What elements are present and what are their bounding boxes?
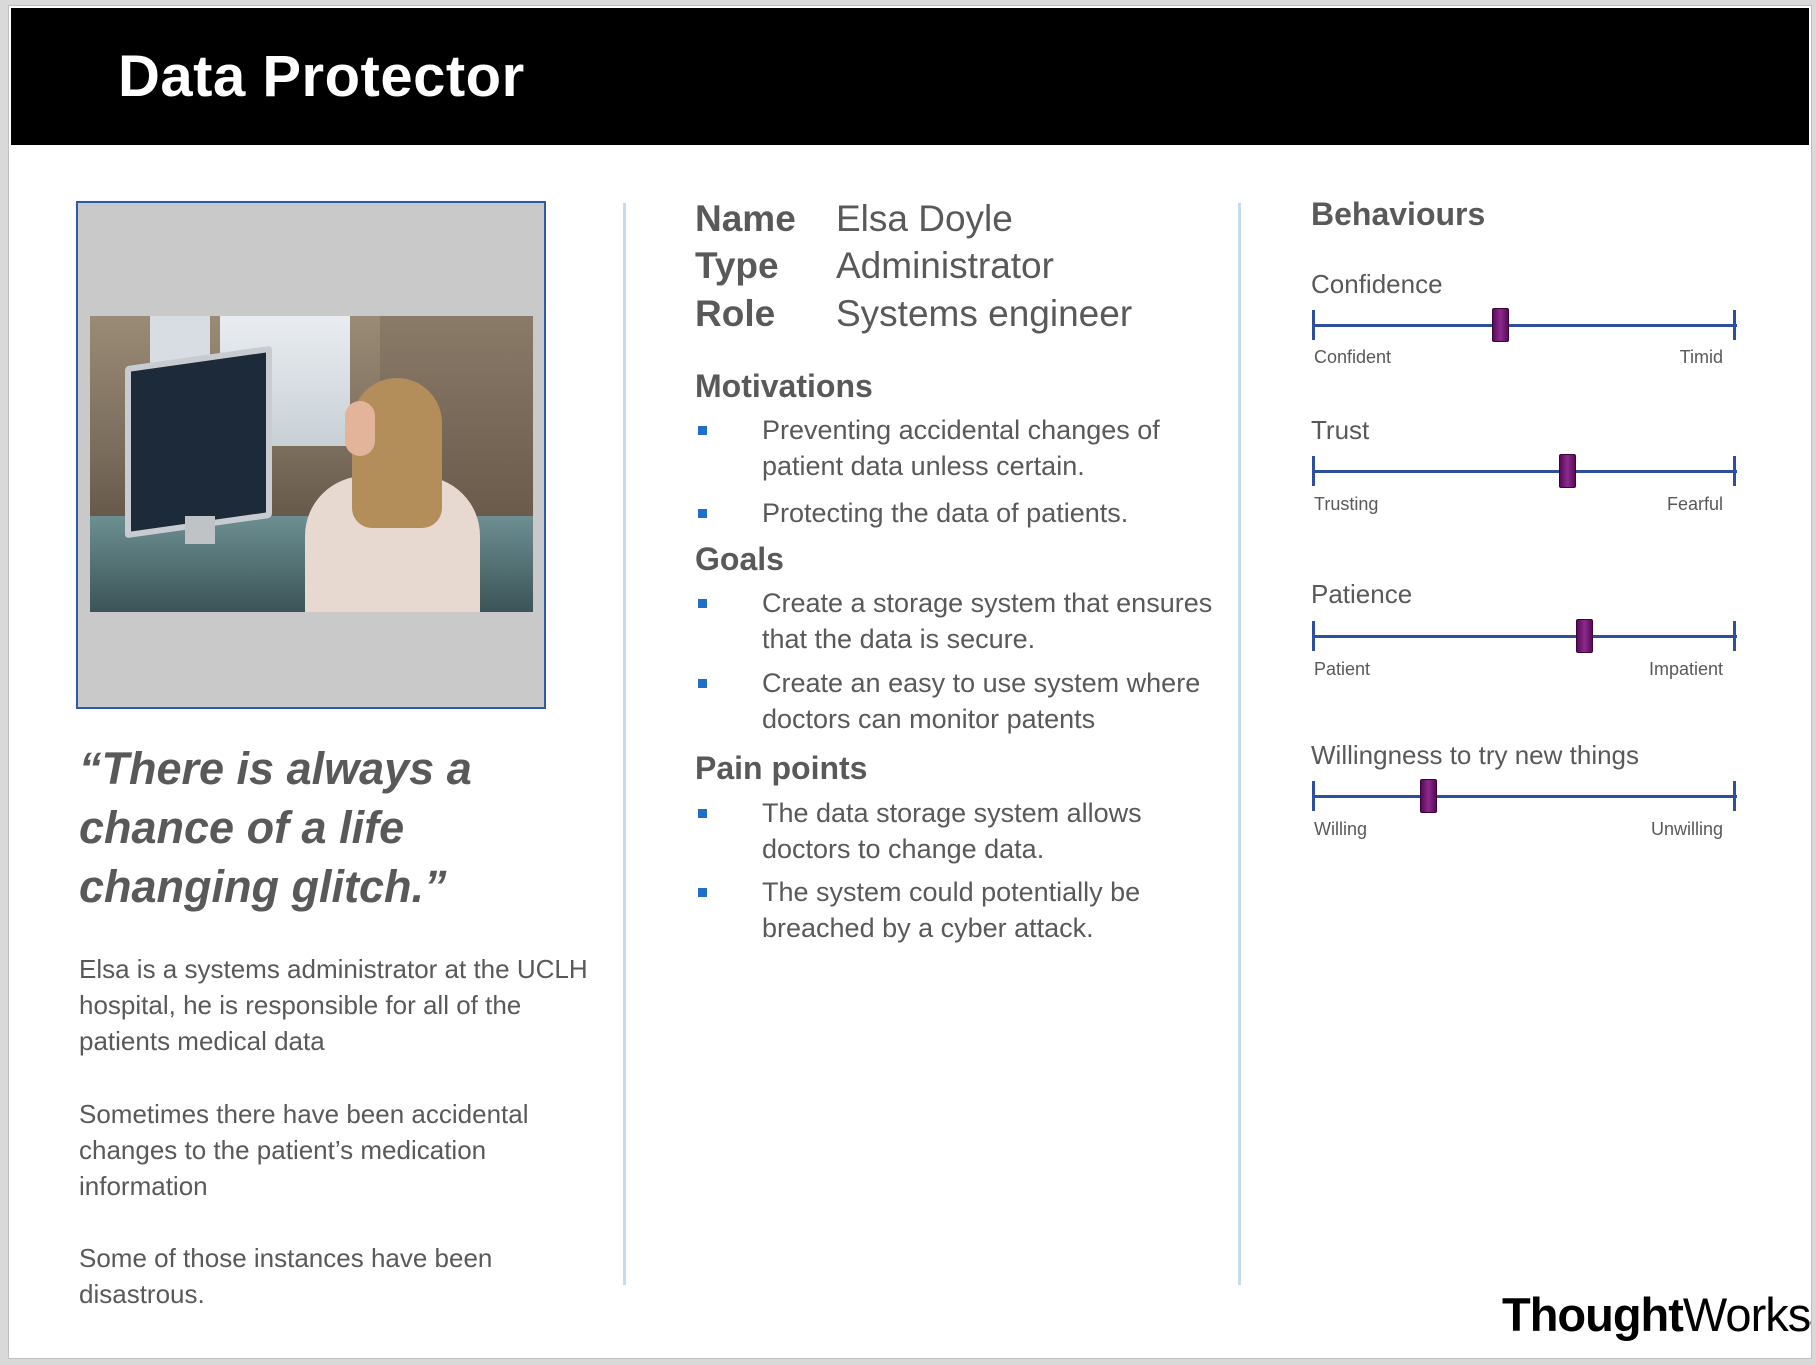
slider-right-label: Impatient [1648,659,1723,679]
name-label: Name [695,198,796,239]
bio-paragraph: Elsa is a systems administrator at the U… [79,954,588,1056]
slider-right-label: Fearful [1666,494,1723,514]
pain-points-title: Pain points [695,750,868,786]
slider-left-label: Willing [1314,819,1368,839]
thoughtworks-logo: ThoughtWorks® [1502,1287,1811,1351]
slider-right-label: Unwilling [1650,819,1723,839]
bullet-square-icon [698,888,707,897]
slider-tick-end [1733,621,1736,651]
behaviours-title: Behaviours [1311,196,1486,232]
persona-slide: Data Protector “There is always a chance… [8,5,1812,1359]
slider-tick-start [1312,310,1315,340]
bio-paragraph: Some of those instances have been disast… [79,1243,493,1309]
persona-photo [90,316,533,612]
bullet-square-icon [698,809,707,818]
slider-tick-end [1733,456,1736,486]
slider-thumb-trust[interactable] [1559,454,1577,488]
slider-left-label: Patient [1314,659,1371,679]
motivation-text: Protecting the data of patients. [762,498,1129,528]
slider-tick-end [1733,310,1736,340]
slider-left-label: Confident [1314,347,1392,367]
slider-tick-start [1312,781,1315,811]
slider-tick-start [1312,621,1315,651]
photo-person-face [345,401,375,456]
type-label: Type [695,245,779,286]
slider-tick-end [1733,781,1736,811]
bullet-square-icon [698,509,707,518]
motivation-text: Preventing accidental changes of patient… [762,415,1160,481]
bullet-square-icon [698,599,707,608]
persona-quote: “There is always a chance of a life chan… [79,743,472,912]
slider-label-trust: Trust [1311,415,1370,445]
goals-title: Goals [695,541,784,577]
motivations-title: Motivations [695,368,873,404]
photo-monitor [125,345,272,539]
column-divider-right [1238,203,1241,1285]
bullet-square-icon [698,426,707,435]
slider-thumb-willingness[interactable] [1419,779,1437,813]
bio-paragraph: Sometimes there have been accidental cha… [79,1099,529,1201]
logo-regular-part: Works [1682,1288,1811,1341]
slider-track-trust [1314,470,1737,473]
type-value: Administrator [836,245,1054,286]
slider-label-willingness: Willingness to try new things [1311,740,1640,770]
slider-track-confidence [1314,324,1737,327]
slider-left-label: Trusting [1314,494,1379,514]
slider-tick-start [1312,456,1315,486]
slider-thumb-patience[interactable] [1576,619,1594,653]
name-value: Elsa Doyle [836,198,1013,239]
persona-photo-frame [76,201,546,709]
logo-registered-mark: ® [1810,1316,1811,1330]
logo-bold-part: Thought [1502,1288,1684,1341]
slider-right-label: Timid [1679,347,1723,367]
pain-point-text: The system could potentially be breached… [762,877,1141,943]
photo-monitor-stand [185,516,215,544]
slider-label-patience: Patience [1311,579,1413,609]
goal-text: Create an easy to use system where docto… [762,668,1201,734]
slider-thumb-confidence[interactable] [1491,308,1509,342]
slider-track-patience [1314,635,1737,638]
bullet-square-icon [698,679,707,688]
role-label: Role [695,293,776,334]
pain-point-text: The data storage system allows doctors t… [762,798,1142,864]
goal-text: Create a storage system that ensures tha… [762,588,1213,654]
role-value: Systems engineer [836,293,1133,334]
slider-track-willingness [1314,795,1737,798]
column-divider-left [623,203,626,1285]
slider-label-confidence: Confidence [1311,269,1443,299]
page-title: Data Protector [118,44,525,109]
header-bar: Data Protector [11,8,1809,145]
